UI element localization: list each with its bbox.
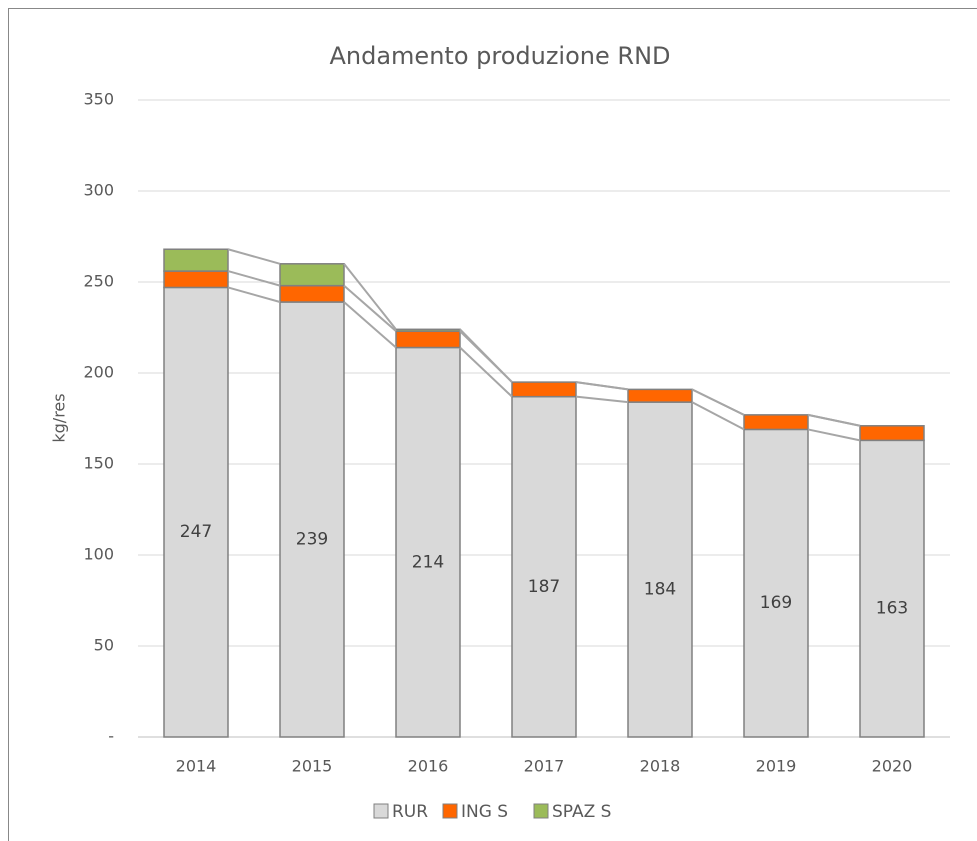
y-tick-label: - — [108, 727, 114, 746]
bar-segment — [511, 381, 577, 398]
data-label: 163 — [876, 599, 908, 619]
series-line — [575, 395, 629, 404]
series-line — [691, 388, 745, 416]
bar-segment — [743, 428, 809, 738]
bar-segment — [395, 346, 461, 738]
series-line — [227, 270, 281, 287]
data-label: 187 — [528, 577, 560, 597]
data-label: 239 — [296, 530, 328, 550]
legend-label: ING S — [461, 802, 508, 822]
legend-swatch — [533, 803, 549, 819]
bar-segment — [163, 286, 229, 738]
x-tick-label: 2014 — [176, 757, 217, 776]
bar-segment — [511, 395, 577, 738]
series-line — [691, 401, 745, 431]
x-tick-label: 2017 — [524, 757, 565, 776]
bar-segment — [279, 284, 345, 303]
series-line — [575, 381, 629, 391]
chart-title: Andamento produzione RND — [329, 42, 670, 70]
series-line — [343, 284, 397, 332]
x-tick-label: 2018 — [640, 757, 681, 776]
y-axis-label: kg/res — [50, 393, 69, 442]
y-tick-label: 50 — [94, 636, 114, 655]
legend-label: RUR — [392, 802, 428, 822]
legend-swatch — [373, 803, 389, 819]
legend-label: SPAZ S — [552, 802, 611, 822]
series-line — [807, 413, 861, 427]
series-line — [227, 248, 281, 265]
series-line — [459, 346, 513, 398]
series-line — [227, 286, 281, 303]
bar-segment — [395, 330, 461, 349]
bar-segment — [859, 439, 925, 738]
data-label: 169 — [760, 593, 792, 613]
series-line — [343, 301, 397, 349]
y-tick-label: 350 — [83, 90, 114, 109]
chart-frame — [8, 8, 977, 841]
series-line — [459, 328, 513, 383]
y-tick-label: 150 — [83, 454, 114, 473]
data-label: 247 — [180, 522, 212, 542]
bar-segment — [279, 301, 345, 738]
series-line — [807, 428, 861, 442]
bar-segment — [627, 388, 693, 403]
bar-segment — [627, 401, 693, 738]
legend-swatch — [442, 803, 458, 819]
y-tick-label: 200 — [83, 363, 114, 382]
x-tick-label: 2020 — [872, 757, 913, 776]
bar-segment — [859, 425, 925, 442]
data-label: 184 — [644, 580, 676, 600]
bar-segment — [163, 248, 229, 272]
x-tick-label: 2019 — [756, 757, 797, 776]
y-tick-label: 300 — [83, 181, 114, 200]
bar-segment — [279, 263, 345, 287]
data-label: 214 — [412, 552, 444, 572]
bar-segment — [743, 414, 809, 431]
bar-segment — [395, 328, 461, 332]
bar-segment — [163, 270, 229, 289]
x-tick-label: 2016 — [408, 757, 449, 776]
x-tick-label: 2015 — [292, 757, 333, 776]
y-tick-label: 250 — [83, 272, 114, 291]
y-tick-label: 100 — [83, 545, 114, 564]
series-line — [343, 263, 397, 330]
